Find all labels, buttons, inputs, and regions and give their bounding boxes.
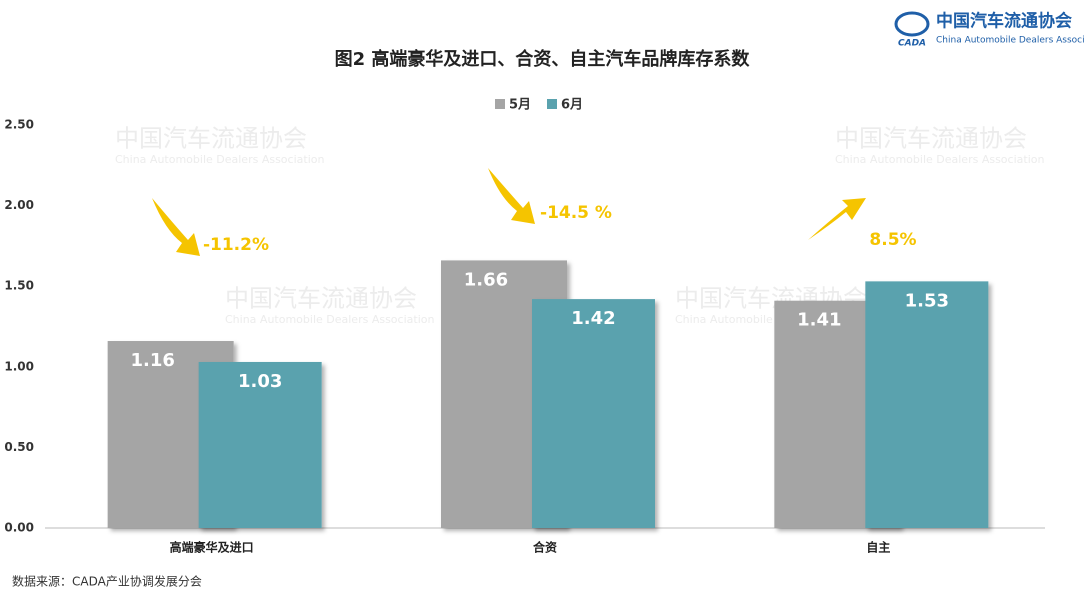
logo-icon <box>894 11 930 37</box>
y-tick-label: 1.00 <box>4 359 34 373</box>
arrow-down <box>152 198 200 256</box>
y-tick-label: 2.50 <box>4 118 34 132</box>
y-tick-label: 0.00 <box>4 521 34 535</box>
source: 数据来源：CADA产业协调发展分会 <box>12 574 202 589</box>
watermark-text: 中国汽车流通协会 <box>225 285 417 313</box>
data-label: 1.66 <box>464 269 508 290</box>
watermark-text: 中国汽车流通协会 <box>115 125 307 153</box>
legend-label: 6月 <box>561 98 583 113</box>
legend-label: 5月 <box>509 98 531 113</box>
data-label: 1.16 <box>130 350 174 371</box>
arrow-down <box>488 168 535 224</box>
data-label: 1.53 <box>905 290 949 311</box>
bar <box>198 361 322 528</box>
x-tick-label: 高端豪华及进口 <box>170 540 254 555</box>
logo: CADA 中国汽车流通协会 China Automobile Dealers A… <box>894 11 1084 49</box>
arrows <box>152 168 866 256</box>
bar <box>532 299 655 528</box>
watermark-text: China Automobile Dealers Association <box>835 153 1044 166</box>
annotation: 8.5% <box>869 230 916 250</box>
logo-name: 中国汽车流通协会 <box>936 11 1072 32</box>
watermark-text: 中国汽车流通协会 <box>835 125 1027 153</box>
x-tick-label: 自主 <box>866 540 890 555</box>
data-label: 1.03 <box>238 371 282 392</box>
y-tick-label: 1.50 <box>4 279 34 293</box>
chart-title: 图2 高端豪华及进口、合资、自主汽车品牌库存系数 <box>335 48 751 70</box>
data-label: 1.42 <box>571 308 615 329</box>
annotation: -11.2% <box>203 235 269 255</box>
legend-swatch <box>495 99 505 109</box>
y-tick-label: 0.50 <box>4 440 34 454</box>
bar <box>865 281 989 528</box>
watermark-text: China Automobile Dealers Association <box>115 153 324 166</box>
watermark-text: China Automobile Dealers Association <box>225 313 434 326</box>
arrow-up <box>808 198 866 240</box>
annotation: -14.5 % <box>540 203 612 223</box>
y-tick-label: 2.00 <box>4 198 34 212</box>
logo-english: China Automobile Dealers Association <box>936 36 1084 46</box>
data-label: 1.41 <box>797 310 841 331</box>
legend-swatch <box>547 99 557 109</box>
x-tick-label: 合资 <box>533 540 557 555</box>
logo-mark: CADA <box>898 39 926 49</box>
